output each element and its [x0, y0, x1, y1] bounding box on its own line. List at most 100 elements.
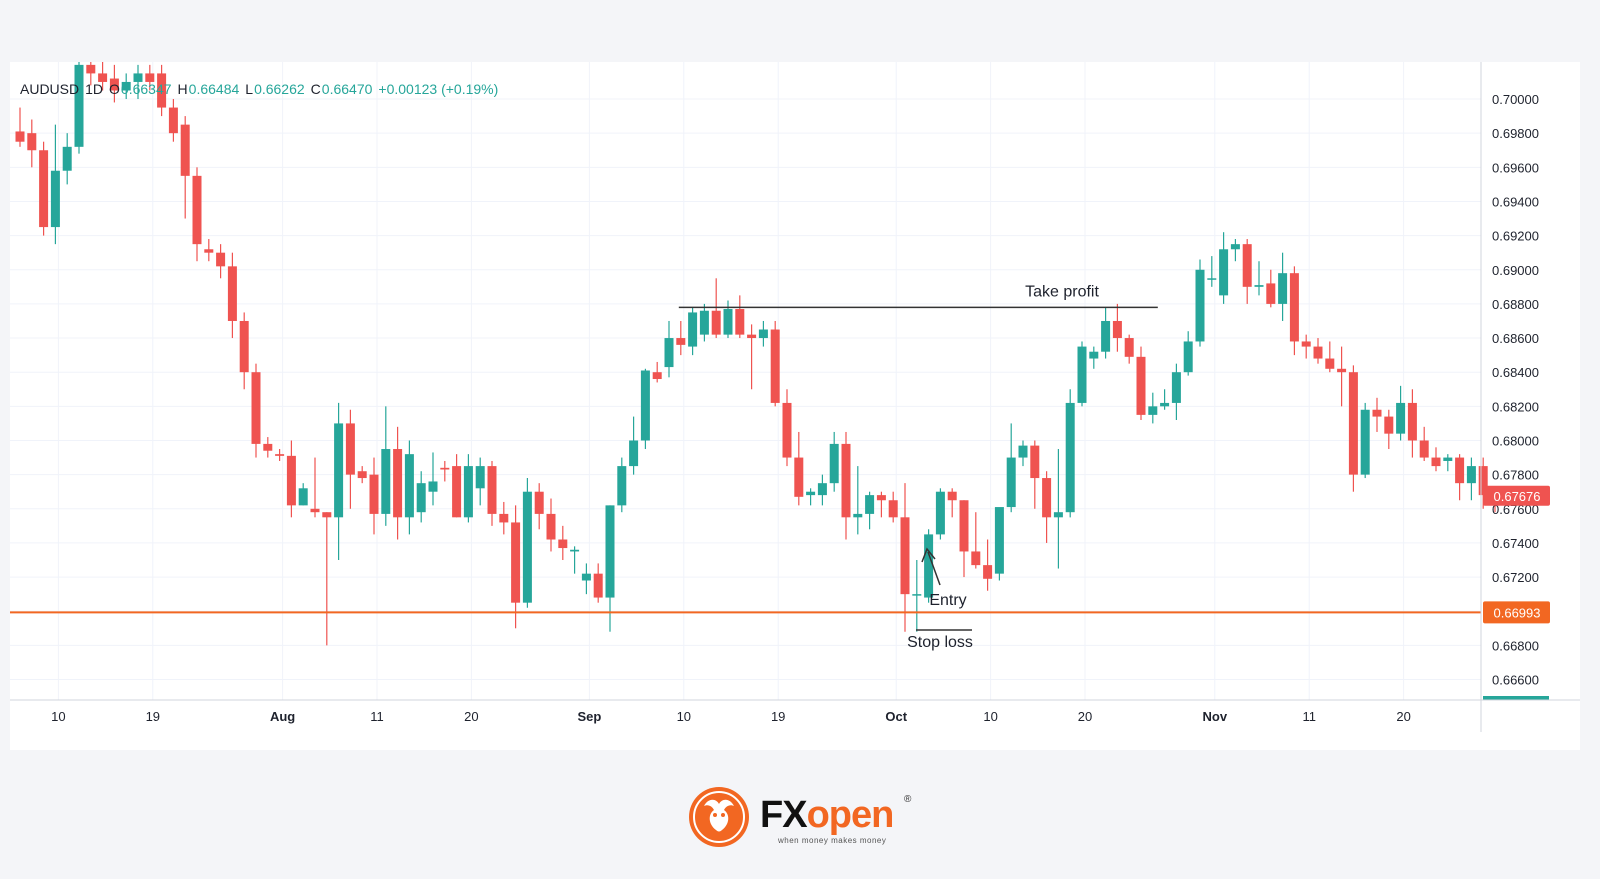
entry-arrow-shaft: [927, 551, 941, 586]
candle-body: [322, 512, 332, 518]
x-tick-label: 10: [983, 709, 997, 724]
candle-body: [1042, 478, 1052, 518]
candle: [900, 483, 910, 632]
candle: [841, 431, 851, 540]
candle-body: [1466, 466, 1476, 484]
candle-body: [758, 329, 768, 339]
candle: [711, 278, 721, 339]
candle: [1396, 385, 1406, 441]
candle-body: [581, 573, 591, 581]
candle: [1360, 402, 1370, 479]
legend-open-label: O: [109, 81, 120, 97]
candle-body: [1219, 249, 1229, 296]
ohlc-legend: AUDUSD 1D O 0.66347 H 0.66484 L 0.66262 …: [20, 81, 504, 97]
y-tick-label: 0.69600: [1492, 160, 1539, 175]
legend-open-value: 0.66347: [120, 81, 172, 97]
candle: [475, 457, 485, 506]
candle-body: [286, 455, 296, 506]
candle-body: [1065, 402, 1075, 513]
candle-body: [1313, 346, 1323, 359]
candle: [1384, 409, 1394, 450]
candle: [121, 73, 131, 100]
candle: [676, 320, 686, 356]
candle: [1136, 346, 1146, 420]
bull-emblem-icon: [689, 787, 749, 847]
candle-body: [1112, 320, 1122, 339]
candle-body: [1006, 457, 1016, 508]
candle-body: [652, 372, 662, 380]
candle-body: [629, 440, 639, 467]
x-tick-label: Nov: [1203, 709, 1228, 724]
candlestick-chart[interactable]: Take profit Stop loss Entry 0.70000 0.69800…: [10, 62, 1580, 750]
candle: [381, 406, 391, 526]
x-tick-label: Sep: [577, 709, 601, 724]
candle-body: [180, 124, 190, 176]
top-strip: [0, 0, 1600, 62]
candle-body: [345, 423, 355, 475]
candle-body: [1124, 338, 1134, 357]
candle-body: [865, 495, 875, 514]
overlays: Take profit Stop loss Entry: [10, 283, 1495, 651]
candle: [62, 133, 72, 185]
candle: [983, 539, 993, 591]
candle: [286, 440, 296, 518]
x-tick-label: 19: [146, 709, 160, 724]
x-tick-label: 11: [1302, 709, 1316, 724]
candle-body: [664, 338, 674, 368]
candle: [912, 560, 922, 632]
candle-body: [393, 449, 403, 518]
fxopen-logo[interactable]: FXopen ® when money makes money: [686, 780, 926, 850]
candle-body: [1254, 285, 1264, 287]
candle: [1195, 259, 1205, 347]
candle: [629, 416, 639, 475]
candle: [1419, 426, 1429, 461]
candle: [1065, 389, 1075, 518]
candle-body: [404, 454, 414, 518]
candle-body: [1077, 346, 1087, 403]
chart-panel[interactable]: Take profit Stop loss Entry 0.70000 0.69800…: [10, 62, 1580, 750]
candle: [1372, 397, 1382, 432]
candle: [806, 488, 816, 506]
axis-marker: [1483, 696, 1549, 700]
x-tick-label: 11: [370, 709, 384, 724]
candle: [1325, 341, 1335, 373]
x-tick-label: Oct: [885, 709, 907, 724]
candle-body: [1160, 402, 1170, 407]
candle: [1219, 232, 1229, 304]
candle-body: [98, 73, 108, 82]
candle-body: [440, 467, 450, 470]
candles: [15, 62, 1500, 646]
candle: [39, 141, 49, 236]
candle: [570, 546, 580, 574]
candle: [959, 500, 969, 578]
y-tick-label: 0.69400: [1492, 194, 1539, 209]
candle-body: [558, 539, 568, 549]
candle-body: [570, 549, 580, 552]
candle-body: [782, 402, 792, 458]
candle: [180, 116, 190, 219]
candle-body: [853, 513, 863, 518]
price-axis[interactable]: 0.70000 0.69800 0.69600 0.69400 0.69200 0.690…: [1480, 62, 1550, 732]
candle-body: [145, 73, 155, 82]
candle-body: [959, 500, 969, 552]
candle: [817, 474, 827, 506]
candle-body: [522, 491, 532, 603]
candle-body: [994, 507, 1004, 574]
level-price-text: 0.66993: [1494, 605, 1541, 620]
candle: [1171, 363, 1181, 420]
candle: [1242, 239, 1252, 304]
candle: [310, 457, 320, 518]
candle-body: [251, 372, 261, 444]
x-tick-label: 19: [771, 709, 785, 724]
candle-body: [1136, 356, 1146, 415]
candle-body: [499, 513, 509, 523]
candle-body: [1266, 283, 1276, 304]
x-tick-label: 10: [677, 709, 691, 724]
candle-body: [204, 249, 214, 253]
candle: [1337, 346, 1347, 407]
time-axis[interactable]: 10 19 Aug 11 20 Sep 10 19 Oct 10 20 Nov 11 20: [10, 699, 1580, 724]
candle: [829, 431, 839, 492]
candle: [239, 312, 249, 390]
candle: [664, 320, 674, 378]
candle: [782, 389, 792, 467]
